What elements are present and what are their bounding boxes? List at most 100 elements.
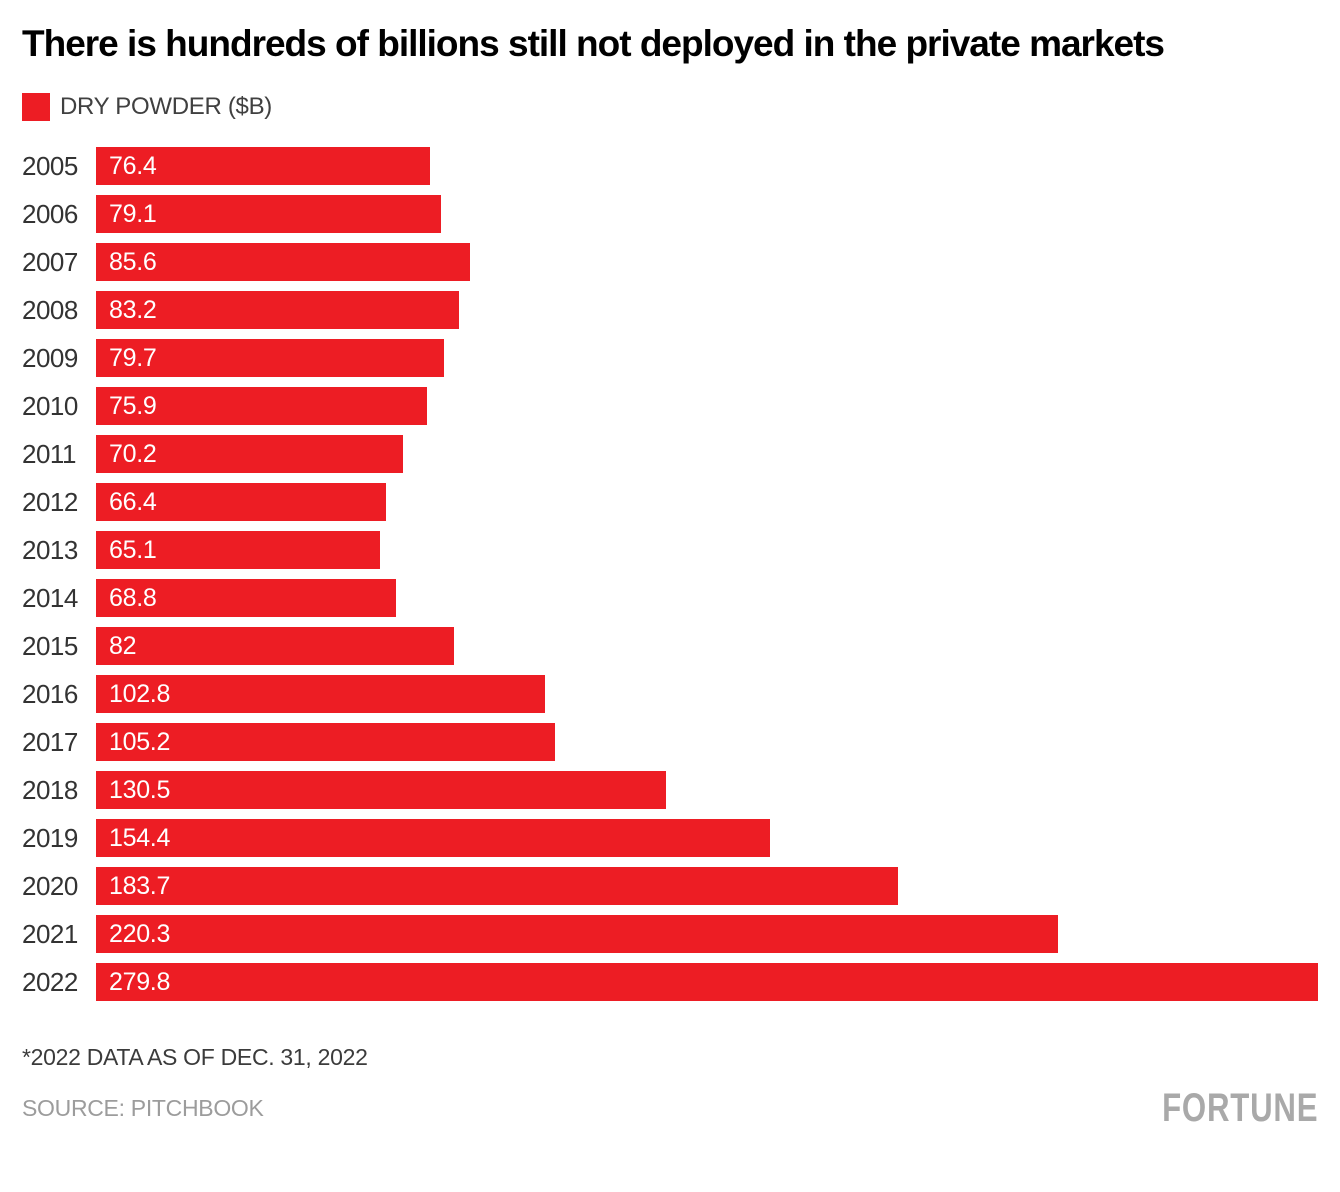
bar: 279.8 xyxy=(96,963,1318,1001)
year-label: 2005 xyxy=(22,150,78,181)
bar-track: 102.8 xyxy=(96,675,1318,713)
value-label: 70.2 xyxy=(109,439,157,468)
chart-row: 2016 102.8 xyxy=(22,670,1318,718)
chart-row: 2017 105.2 xyxy=(22,718,1318,766)
bar: 105.2 xyxy=(96,723,556,761)
bar: 83.2 xyxy=(96,291,460,329)
value-label: 130.5 xyxy=(109,775,171,804)
year-label: 2015 xyxy=(22,630,78,661)
bar-track: 79.1 xyxy=(96,195,1318,233)
value-label: 82 xyxy=(109,631,137,660)
value-label: 220.3 xyxy=(109,919,171,948)
chart-row: 2010 75.9 xyxy=(22,382,1318,430)
value-label: 183.7 xyxy=(109,871,171,900)
year-label: 2022 xyxy=(22,966,78,997)
legend-label: DRY POWDER ($B) xyxy=(60,93,272,120)
chart-row: 2013 65.1 xyxy=(22,526,1318,574)
bar: 220.3 xyxy=(96,915,1059,953)
chart-row: 2008 83.2 xyxy=(22,286,1318,334)
footnote: *2022 DATA AS OF DEC. 31, 2022 xyxy=(22,1044,368,1070)
year-label: 2019 xyxy=(22,822,78,853)
bar: 154.4 xyxy=(96,819,771,857)
chart-row: 2012 66.4 xyxy=(22,478,1318,526)
bar-track: 220.3 xyxy=(96,915,1318,953)
bar: 66.4 xyxy=(96,483,386,521)
bar: 65.1 xyxy=(96,531,381,569)
fortune-logo: FORTUNE xyxy=(1161,1085,1318,1130)
value-label: 154.4 xyxy=(109,823,171,852)
chart-row: 2007 85.6 xyxy=(22,238,1318,286)
year-label: 2016 xyxy=(22,678,78,709)
footer: SOURCE: PITCHBOOK FORTUNE xyxy=(22,1085,1318,1130)
bar: 183.7 xyxy=(96,867,899,905)
chart-row: 2005 76.4 xyxy=(22,142,1318,190)
bar: 85.6 xyxy=(96,243,470,281)
chart-row: 2019 154.4 xyxy=(22,814,1318,862)
value-label: 66.4 xyxy=(109,487,157,516)
bar: 79.7 xyxy=(96,339,445,377)
bar-track: 75.9 xyxy=(96,387,1318,425)
value-label: 75.9 xyxy=(109,391,157,420)
bar-track: 183.7 xyxy=(96,867,1318,905)
chart-row: 2006 79.1 xyxy=(22,190,1318,238)
year-label: 2014 xyxy=(22,582,78,613)
bar-track: 68.8 xyxy=(96,579,1318,617)
bar-track: 82 xyxy=(96,627,1318,665)
value-label: 83.2 xyxy=(109,295,157,324)
bar: 75.9 xyxy=(96,387,428,425)
legend: DRY POWDER ($B) xyxy=(22,93,1318,121)
bar-track: 70.2 xyxy=(96,435,1318,473)
bar-track: 79.7 xyxy=(96,339,1318,377)
source-credit: SOURCE: PITCHBOOK xyxy=(22,1094,264,1121)
year-label: 2009 xyxy=(22,342,78,373)
year-label: 2020 xyxy=(22,870,78,901)
chart-row: 2022 279.8 xyxy=(22,958,1318,1006)
value-label: 102.8 xyxy=(109,679,171,708)
chart-row: 2014 68.8 xyxy=(22,574,1318,622)
bar-track: 130.5 xyxy=(96,771,1318,809)
chart-title: There is hundreds of billions still not … xyxy=(22,23,1165,64)
year-label: 2012 xyxy=(22,486,78,517)
bar: 79.1 xyxy=(96,195,442,233)
year-label: 2018 xyxy=(22,774,78,805)
bar: 82 xyxy=(96,627,455,665)
value-label: 105.2 xyxy=(109,727,171,756)
bar-track: 65.1 xyxy=(96,531,1318,569)
bar: 70.2 xyxy=(96,435,403,473)
chart-row: 2011 70.2 xyxy=(22,430,1318,478)
bar-track: 85.6 xyxy=(96,243,1318,281)
bar-track: 279.8 xyxy=(96,963,1318,1001)
year-label: 2007 xyxy=(22,246,78,277)
chart-row: 2015 82 xyxy=(22,622,1318,670)
value-label: 76.4 xyxy=(109,151,157,180)
year-label: 2006 xyxy=(22,198,78,229)
bar-track: 105.2 xyxy=(96,723,1318,761)
year-label: 2021 xyxy=(22,918,78,949)
chart-row: 2020 183.7 xyxy=(22,862,1318,910)
bar: 130.5 xyxy=(96,771,666,809)
year-label: 2017 xyxy=(22,726,78,757)
value-label: 85.6 xyxy=(109,247,157,276)
bar: 102.8 xyxy=(96,675,545,713)
year-label: 2010 xyxy=(22,390,78,421)
year-label: 2008 xyxy=(22,294,78,325)
value-label: 279.8 xyxy=(109,967,171,996)
value-label: 79.1 xyxy=(109,199,157,228)
value-label: 68.8 xyxy=(109,583,157,612)
year-label: 2011 xyxy=(22,438,76,469)
bar: 76.4 xyxy=(96,147,430,185)
value-label: 79.7 xyxy=(109,343,157,372)
bar: 68.8 xyxy=(96,579,397,617)
year-label: 2013 xyxy=(22,534,78,565)
value-label: 65.1 xyxy=(109,535,157,564)
chart-row: 2009 79.7 xyxy=(22,334,1318,382)
bar-track: 76.4 xyxy=(96,147,1318,185)
bar-track: 154.4 xyxy=(96,819,1318,857)
bar-chart: 2005 76.4 2006 79.1 2007 85.6 2008 83.2 2009 79.7… xyxy=(22,142,1318,1006)
chart-row: 2018 130.5 xyxy=(22,766,1318,814)
chart-row: 2021 220.3 xyxy=(22,910,1318,958)
legend-swatch-icon xyxy=(22,93,50,121)
bar-track: 66.4 xyxy=(96,483,1318,521)
bar-track: 83.2 xyxy=(96,291,1318,329)
